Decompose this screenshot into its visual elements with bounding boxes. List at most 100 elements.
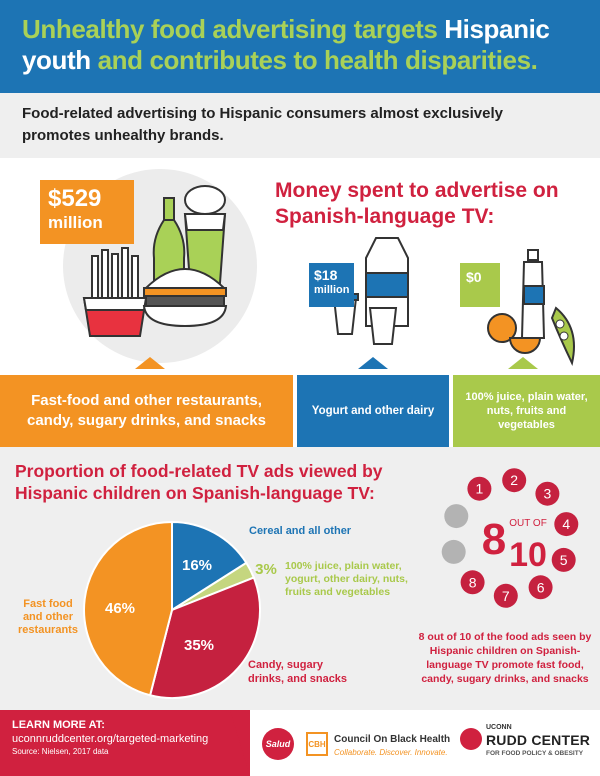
ring-dot-highlighted — [493, 583, 518, 608]
proportion-title: Proportion of food-related TV ads viewed… — [15, 460, 395, 504]
salud-logo-text: Salud — [265, 739, 291, 749]
ring-dot-highlighted — [528, 575, 553, 600]
label-juice-line-3: fruits and vegetables — [285, 586, 391, 598]
ring-dot-highlighted — [554, 512, 579, 537]
fastfood-amount-unit: million — [48, 213, 103, 232]
pie-slice-candy — [148, 576, 261, 699]
ring-number: 6 — [537, 579, 545, 595]
dairy-amount-unit: million — [314, 284, 350, 296]
ring-dot-highlighted — [551, 547, 576, 572]
header-banner: Unhealthy food advertising targets Hispa… — [0, 0, 600, 93]
subtitle-line-2: promotes unhealthy brands. — [22, 127, 224, 144]
ring-number: 5 — [560, 552, 568, 568]
label-cereal: Cereal and all other — [249, 525, 352, 537]
title-line-2: youth and contributes to health disparit… — [22, 45, 580, 76]
ring-number: 7 — [502, 588, 510, 604]
pie-value-candy: 35% — [184, 637, 214, 654]
cbh-logo-mark: CBH — [306, 732, 328, 756]
ring-dot-highlighted — [535, 481, 560, 506]
pie-chart: 16% 3% 35% 46% — [83, 520, 277, 699]
money-section-title: Money spent to advertise on Spanish-lang… — [275, 178, 595, 230]
fast-notch — [135, 357, 165, 369]
dairy-amount: $18 — [314, 267, 338, 283]
burger-icon — [142, 268, 228, 328]
subtitle-band: Food-related advertising to Hispanic con… — [0, 93, 600, 158]
learn-more-link[interactable]: uconnruddcenter.org/targeted-marketing — [12, 733, 209, 745]
label-juice: 100% juice, plain water, yogurt, other d… — [285, 560, 408, 599]
ring-dot-highlighted — [502, 468, 527, 493]
ring-dot-highlighted — [467, 476, 492, 501]
title-text-c: youth — [22, 45, 91, 75]
label-juice-line-2: yogurt, other dairy, nuts, — [285, 573, 408, 585]
fastfood-amount-badge: $529 million — [40, 180, 134, 244]
label-candy: Candy, sugary drinks, and snacks — [248, 658, 347, 686]
ring-dot-highlighted — [460, 570, 485, 595]
dairy-notch — [358, 357, 388, 369]
pie-value-cereal: 16% — [182, 557, 212, 574]
salud-logo: Salud — [262, 728, 294, 760]
healthy-label-line-1: 100% juice, plain water, — [465, 391, 588, 403]
fries-icon — [82, 247, 148, 337]
money-title-line-1: Money spent to advertise on — [275, 179, 559, 202]
pie-slice-fastfood — [83, 520, 173, 697]
dairy-label: Yogurt and other dairy — [311, 405, 435, 417]
drink-cup-icon — [183, 185, 227, 284]
healthy-amount: $0 — [466, 269, 482, 285]
milk-carton-icon — [365, 237, 409, 327]
healthy-notch — [508, 357, 538, 369]
footer-slant — [230, 710, 250, 776]
caption-line-2: Hispanic children on Spanish- — [429, 645, 581, 657]
cbh-tagline: Collaborate. Discover. Innovate. — [334, 748, 448, 757]
fastfood-category-band: Fast-food and other restaurants, candy, … — [0, 375, 293, 447]
caption-line-4: candy, sugary drinks, and snacks — [421, 673, 589, 685]
ring-dot-muted — [444, 504, 469, 529]
title-line-1: Unhealthy food advertising targets Hispa… — [22, 14, 580, 45]
title-text-a: Unhealthy food advertising targets — [22, 14, 438, 44]
dairy-amount-badge: $18 million — [309, 263, 354, 307]
healthy-amount-badge: $0 — [460, 263, 500, 307]
title-text-d: and contributes to health disparities. — [97, 45, 538, 75]
label-juice-line-1: 100% juice, plain water, — [285, 560, 402, 572]
learn-more-label: LEARN MORE AT: — [12, 719, 105, 731]
rudd-apple-icon — [460, 728, 482, 750]
caption-line-3: language TV promote fast food, — [426, 659, 584, 671]
pie-slice-cereal — [171, 520, 248, 612]
caption-line-1: 8 out of 10 of the food ads seen by — [418, 631, 592, 643]
label-fastfood-line-3: restaurants — [18, 624, 78, 636]
pie-value-juice: 3% — [255, 561, 277, 578]
milk-glass-icon — [368, 307, 398, 345]
label-fastfood: Fast food and other restaurants — [16, 598, 80, 637]
money-title-line-2: Spanish-language TV: — [275, 205, 495, 228]
title-text-b: Hispanic — [444, 14, 550, 44]
eight-big-number: 8 — [482, 515, 506, 564]
orange-icon — [487, 313, 542, 354]
cbh-name: Council On Black Health — [334, 734, 451, 745]
ring-number: 1 — [476, 481, 484, 497]
subtitle-line-1: Food-related advertising to Hispanic con… — [22, 105, 503, 122]
ring-number: 8 — [469, 574, 477, 590]
healthy-label-line-2: nuts, fruits and vegetables — [486, 405, 567, 431]
rudd-subtitle: FOR FOOD POLICY & OBESITY — [486, 750, 584, 757]
dairy-category-band: Yogurt and other dairy — [297, 375, 449, 447]
proportion-title-line-1: Proportion of food-related TV ads viewed… — [15, 461, 383, 481]
healthy-category-band: 100% juice, plain water, nuts, fruits an… — [453, 375, 600, 447]
fastfood-label-line-1: Fast-food and other restaurants, — [31, 392, 262, 409]
learn-more-block: LEARN MORE AT: uconnruddcenter.org/targe… — [0, 710, 250, 776]
ring-dot-muted — [441, 539, 466, 564]
ten-big-number: 10 — [509, 536, 547, 574]
label-candy-line-2: drinks, and snacks — [248, 673, 348, 685]
water-bottle-icon — [520, 249, 546, 339]
pie-value-fastfood: 46% — [105, 600, 135, 617]
cbh-mark-text: CBH — [308, 739, 326, 749]
ring-number: 3 — [544, 486, 552, 502]
proportion-title-line-2: Hispanic children on Spanish-language TV… — [15, 483, 375, 503]
out-of-text: OUT OF — [509, 518, 547, 529]
ring-number: 2 — [510, 472, 518, 488]
label-candy-line-1: Candy, sugary — [248, 659, 323, 671]
peas-icon — [550, 306, 575, 367]
pie-slices — [83, 520, 261, 699]
rudd-center-name: RUDD CENTER — [486, 732, 591, 748]
money-illustrations — [63, 169, 575, 369]
